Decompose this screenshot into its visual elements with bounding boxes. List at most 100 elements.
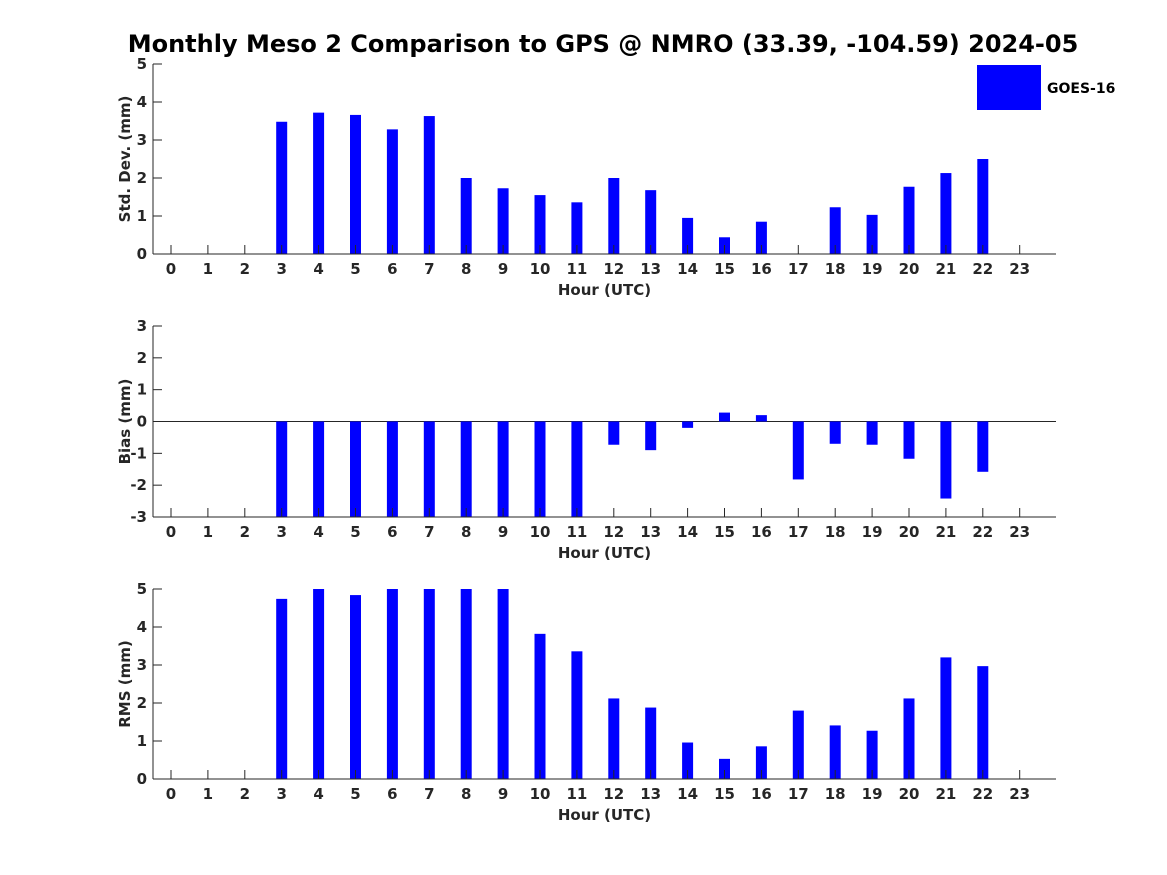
std-dev-x-tick-label: 13	[640, 260, 661, 278]
rms-bar-5	[350, 595, 361, 779]
std-dev-x-tick-label: 12	[603, 260, 624, 278]
std-dev-x-tick-label: 5	[350, 260, 360, 278]
bias-bar-22	[977, 421, 989, 472]
rms-x-tick-label: 1	[203, 785, 213, 803]
std-dev-x-tick-label: 21	[935, 260, 956, 278]
rms-x-tick-label: 20	[899, 785, 920, 803]
std-dev-y-tick-label: 1	[137, 207, 147, 225]
std-dev-y-tick-label: 5	[137, 55, 147, 73]
rms-x-tick-label: 15	[714, 785, 735, 803]
rms-bar-10	[534, 633, 546, 779]
bias-x-tick-label: 0	[166, 523, 176, 541]
bias-x-tick-label: 10	[530, 523, 551, 541]
std-dev-x-tick-label: 20	[899, 260, 920, 278]
rms-x-tick-label: 13	[640, 785, 661, 803]
bias-x-tick-label: 20	[899, 523, 920, 541]
rms-bar-3	[276, 598, 288, 779]
rms-x-tick-label: 2	[240, 785, 250, 803]
std-dev-bar-10	[534, 195, 546, 254]
rms-y-axis-label: RMS (mm)	[116, 640, 134, 727]
rms-bar-21	[940, 657, 952, 779]
bias-y-tick-label: -2	[130, 476, 147, 494]
rms-y-tick-label: 1	[137, 732, 147, 750]
std-dev-x-tick-label: 3	[276, 260, 286, 278]
std-dev-x-tick-label: 14	[677, 260, 698, 278]
bias-bar-13	[645, 421, 657, 451]
std-dev-bar-19	[866, 214, 878, 254]
std-dev-bar-20	[903, 186, 915, 254]
rms-x-tick-label: 0	[166, 785, 176, 803]
std-dev-x-tick-label: 0	[166, 260, 176, 278]
rms-bar-19	[866, 730, 878, 779]
rms-bar-22	[977, 666, 989, 779]
std-dev-bar-16	[755, 221, 767, 254]
bias-x-tick-label: 4	[313, 523, 323, 541]
rms-x-tick-label: 5	[350, 785, 360, 803]
std-dev-x-tick-label: 1	[203, 260, 213, 278]
std-dev-x-tick-label: 7	[424, 260, 434, 278]
rms-x-tick-label: 22	[972, 785, 993, 803]
bias-y-tick-label: 2	[137, 349, 147, 367]
rms-x-tick-label: 4	[313, 785, 323, 803]
rms-y-tick-label: 0	[137, 770, 147, 788]
rms-x-tick-label: 16	[751, 785, 772, 803]
rms-x-tick-label: 18	[825, 785, 846, 803]
bias-bar-6	[386, 421, 398, 517]
legend-swatch	[977, 65, 1041, 110]
std-dev-y-axis-label: Std. Dev. (mm)	[116, 96, 134, 223]
rms-bar-12	[608, 698, 620, 779]
std-dev-bar-9	[497, 188, 509, 254]
bias-bar-8	[460, 421, 472, 517]
std-dev-bar-6	[386, 129, 398, 254]
bias-x-tick-label: 8	[461, 523, 471, 541]
bias-x-tick-label: 21	[935, 523, 956, 541]
bias-x-tick-label: 16	[751, 523, 772, 541]
rms-x-tick-label: 19	[862, 785, 883, 803]
std-dev-x-tick-label: 22	[972, 260, 993, 278]
std-dev-x-tick-label: 6	[387, 260, 397, 278]
bias-y-axis-label: Bias (mm)	[116, 379, 134, 465]
bias-bar-12	[608, 421, 620, 445]
bias-y-tick-label: 0	[137, 413, 147, 431]
bias-bar-7	[423, 421, 435, 517]
bias-y-tick-label: 1	[137, 381, 147, 399]
bias-bar-16	[755, 415, 767, 422]
rms-y-tick-label: 5	[137, 580, 147, 598]
bias-x-tick-label: 9	[498, 523, 508, 541]
std-dev-x-tick-label: 10	[530, 260, 551, 278]
rms-bar-20	[903, 698, 915, 779]
bias-x-tick-label: 2	[240, 523, 250, 541]
rms-bar-13	[645, 707, 657, 779]
std-dev-bar-12	[608, 178, 620, 254]
bias-x-axis-label: Hour (UTC)	[558, 544, 651, 562]
bias-bar-4	[313, 421, 325, 517]
figure-title: Monthly Meso 2 Comparison to GPS @ NMRO …	[128, 30, 1079, 58]
std-dev-bar-5	[350, 114, 361, 254]
rms-x-tick-label: 11	[566, 785, 587, 803]
std-dev-x-axis-label: Hour (UTC)	[558, 281, 651, 299]
std-dev-y-tick-label: 2	[137, 169, 147, 187]
bias-bar-3	[276, 421, 288, 517]
bias-bar-19	[866, 421, 878, 445]
bias-x-tick-label: 11	[566, 523, 587, 541]
rms-y-tick-label: 4	[137, 618, 147, 636]
std-dev-bar-8	[460, 178, 472, 254]
std-dev-bar-3	[276, 121, 288, 254]
std-dev-x-tick-label: 8	[461, 260, 471, 278]
bias-bar-18	[829, 421, 841, 444]
bias-x-tick-label: 1	[203, 523, 213, 541]
std-dev-x-tick-label: 16	[751, 260, 772, 278]
std-dev-x-tick-label: 17	[788, 260, 809, 278]
rms-x-tick-label: 14	[677, 785, 698, 803]
rms-bar-6	[386, 589, 398, 779]
bias-x-tick-label: 5	[350, 523, 360, 541]
bias-x-tick-label: 19	[862, 523, 883, 541]
std-dev-x-tick-label: 15	[714, 260, 735, 278]
std-dev-bar-18	[829, 207, 841, 254]
rms-y-tick-label: 3	[137, 656, 147, 674]
legend: GOES-16	[977, 65, 1115, 110]
bias-x-tick-label: 14	[677, 523, 698, 541]
bias-bar-20	[903, 421, 915, 459]
